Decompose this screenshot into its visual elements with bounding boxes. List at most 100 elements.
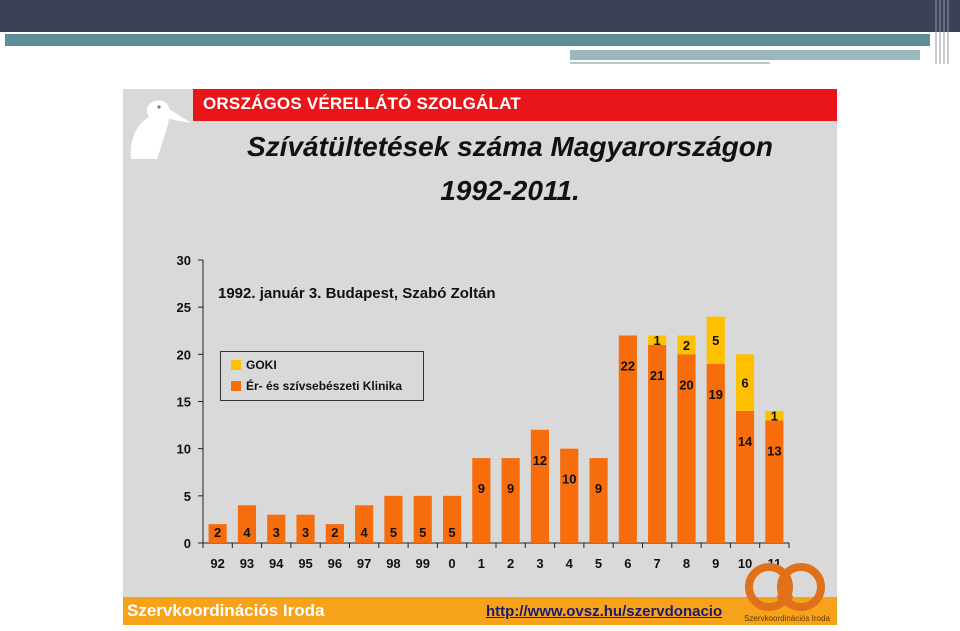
bar-klinika: [530, 429, 550, 543]
y-tick-label: 25: [177, 300, 191, 315]
bar-klinika: [267, 514, 286, 543]
y-tick-label: 0: [184, 536, 191, 551]
data-label-klinika: 22: [621, 358, 635, 373]
slide: ORSZÁGOS VÉRELLÁTÓ SZOLGÁLAT Szívátültet…: [123, 89, 837, 625]
x-tick-label: 96: [328, 556, 342, 571]
legend-label-klinika: Ér- és szívsebészeti Klinika: [246, 379, 403, 393]
top-banner-stripe: [5, 34, 930, 46]
data-label-klinika: 2: [331, 525, 338, 540]
y-tick-label: 30: [177, 253, 191, 268]
footer-org-name: Szervkoordinációs Iroda: [127, 601, 325, 620]
data-label-klinika: 19: [709, 387, 723, 402]
x-tick-label: 6: [624, 556, 631, 571]
top-banner-line: [570, 62, 770, 64]
szervkoordinacio-logo: Szervkoordinációs Iroda: [744, 563, 830, 623]
legend-swatch-goki: [231, 360, 241, 370]
bar-klinika: [208, 524, 227, 543]
legend-item-klinika: Ér- és szívsebészeti Klinika: [231, 379, 402, 393]
x-tick-label: 0: [448, 556, 455, 571]
data-label-klinika: 5: [448, 525, 455, 540]
x-tick-label: 5: [595, 556, 602, 571]
data-label-klinika: 4: [361, 525, 369, 540]
bar-klinika: [355, 505, 374, 543]
pelican-logo: [123, 89, 193, 161]
bar-klinika: [735, 410, 755, 543]
data-label-klinika: 21: [650, 368, 664, 383]
header-bar: ORSZÁGOS VÉRELLÁTÓ SZOLGÁLAT: [193, 89, 837, 121]
logo-caption: Szervkoordinációs Iroda: [744, 614, 830, 623]
top-banner-stripe-secondary: [570, 50, 920, 60]
data-label-goki: 5: [712, 333, 719, 348]
x-tick-label: 3: [536, 556, 543, 571]
bar-klinika: [296, 514, 315, 543]
x-tick-label: 99: [416, 556, 430, 571]
x-tick-label: 8: [683, 556, 690, 571]
chart-subtitle: 1992-2011.: [440, 175, 580, 206]
x-tick-label: 94: [269, 556, 284, 571]
data-label-klinika: 3: [273, 525, 280, 540]
bar-klinika: [413, 495, 432, 543]
bar-goki: [735, 354, 755, 411]
chart-title: Szívátültetések száma Magyarországon: [247, 131, 773, 162]
data-label-klinika: 3: [302, 525, 309, 540]
bar-goki: [648, 335, 667, 345]
data-label-klinika: 12: [533, 453, 547, 468]
chart-legend: GOKI Ér- és szívsebészeti Klinika: [220, 351, 424, 401]
data-label-klinika: 5: [390, 525, 397, 540]
pelican-icon: [130, 100, 191, 159]
chart-annotation: 1992. január 3. Budapest, Szabó Zoltán: [218, 285, 496, 302]
footer-bar: Szervkoordinációs Iroda http://www.ovsz.…: [123, 563, 837, 625]
bar-klinika: [560, 448, 579, 543]
x-tick-label: 10: [738, 556, 752, 571]
y-tick-label: 15: [177, 395, 191, 410]
data-label-klinika: 4: [243, 525, 251, 540]
x-tick-label: 7: [654, 556, 661, 571]
bar-klinika: [677, 354, 696, 543]
bar-klinika: [442, 495, 462, 543]
data-label-klinika: 20: [679, 377, 693, 392]
data-label-klinika: 9: [507, 481, 514, 496]
data-label-klinika: 9: [595, 481, 602, 496]
data-label-klinika: 2: [214, 525, 221, 540]
bar-klinika: [648, 344, 667, 543]
legend-item-goki: GOKI: [231, 358, 277, 372]
data-label-klinika: 10: [562, 472, 576, 487]
data-label-klinika: 13: [767, 443, 781, 458]
y-tick-label: 20: [177, 347, 191, 362]
x-tick-label: 1: [478, 556, 485, 571]
data-label-goki: 1: [771, 409, 778, 424]
bar-klinika: [765, 420, 784, 543]
bar-klinika: [237, 505, 257, 543]
x-tick-label: 4: [566, 556, 574, 571]
x-tick-label: 97: [357, 556, 371, 571]
data-label-klinika: 5: [419, 525, 426, 540]
x-tick-label: 93: [240, 556, 254, 571]
x-tick-label: 92: [210, 556, 224, 571]
legend-label-goki: GOKI: [246, 358, 277, 372]
top-banner: [0, 0, 960, 32]
x-tick-label: 95: [298, 556, 312, 571]
bar-klinika: [501, 458, 520, 543]
legend-swatch-klinika: [231, 381, 241, 391]
data-label-goki: 6: [741, 376, 748, 391]
decorative-edge-lines: [935, 0, 949, 64]
bar-klinika: [325, 524, 344, 543]
x-tick-label: 9: [712, 556, 719, 571]
bar-goki: [706, 316, 725, 364]
data-label-klinika: 14: [738, 434, 753, 449]
bar-klinika: [384, 495, 403, 543]
organization-name: ORSZÁGOS VÉRELLÁTÓ SZOLGÁLAT: [203, 94, 521, 113]
data-label-klinika: 9: [478, 481, 485, 496]
bar-klinika: [589, 458, 608, 543]
y-tick-label: 10: [177, 442, 191, 457]
bar-chart: 0510152025302924933943952964975985995091…: [177, 253, 790, 571]
x-tick-label: 98: [386, 556, 400, 571]
y-tick-label: 5: [184, 489, 191, 504]
bar-goki: [677, 335, 696, 355]
footer-link[interactable]: http://www.ovsz.hu/szervdonacio: [486, 603, 723, 620]
bar-klinika: [706, 363, 725, 543]
data-label-goki: 2: [683, 338, 690, 353]
bar-klinika: [472, 458, 491, 543]
bar-klinika: [618, 335, 637, 543]
data-label-goki: 1: [654, 333, 661, 348]
